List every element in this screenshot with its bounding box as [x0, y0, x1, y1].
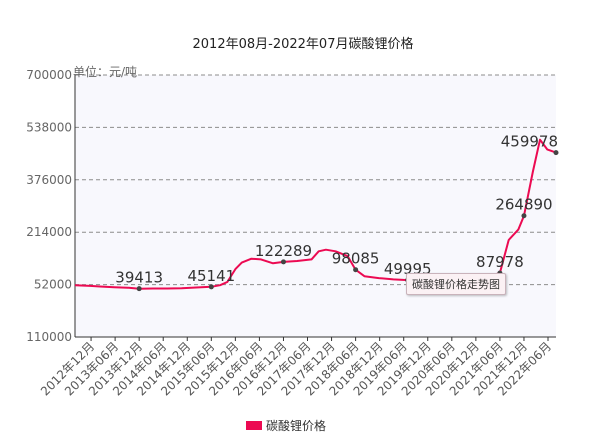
data-point[interactable]: [553, 150, 559, 156]
data-label: 98085: [332, 250, 380, 268]
data-point[interactable]: [521, 213, 527, 219]
data-label: 39413: [115, 269, 163, 287]
plot-area: [75, 75, 556, 337]
y-tick-label: 700000: [26, 68, 72, 82]
unit-label: 单位：元/吨: [73, 65, 138, 79]
y-tick-label: 110000: [26, 330, 72, 344]
legend-label: 碳酸锂价格: [266, 419, 327, 433]
data-point[interactable]: [208, 284, 214, 290]
data-label: 45141: [187, 267, 235, 285]
data-label: 122289: [255, 242, 312, 260]
y-tick-label: 52000: [34, 278, 72, 292]
legend-swatch: [246, 421, 262, 430]
data-point[interactable]: [353, 267, 359, 273]
chart-title: 2012年08月-2022年07月碳酸锂价格: [192, 37, 414, 52]
data-point[interactable]: [136, 286, 142, 292]
chart-tooltip: 碳酸锂价格走势图: [406, 273, 506, 295]
y-tick-label: 538000: [26, 120, 72, 134]
data-label: 459978: [501, 133, 558, 151]
data-label: 87978: [476, 253, 524, 271]
y-tick-label: 214000: [26, 225, 72, 239]
data-label: 264890: [495, 196, 552, 214]
data-point[interactable]: [280, 259, 286, 265]
y-tick-label: 376000: [26, 173, 72, 187]
chart-legend[interactable]: 碳酸锂价格: [246, 417, 326, 434]
